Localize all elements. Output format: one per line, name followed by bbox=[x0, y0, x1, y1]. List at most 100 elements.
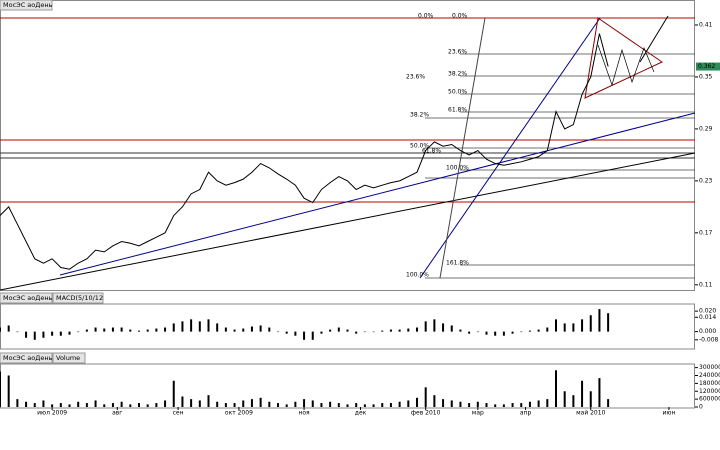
bar bbox=[216, 401, 219, 407]
bar bbox=[346, 329, 349, 332]
bar bbox=[389, 329, 392, 332]
bar bbox=[285, 331, 288, 334]
bar bbox=[450, 400, 453, 407]
bar bbox=[459, 401, 462, 407]
fib-label: 38.2% bbox=[448, 71, 467, 78]
bar bbox=[372, 331, 375, 333]
fib-label: 61.8% bbox=[448, 107, 467, 114]
trend-line bbox=[419, 17, 601, 279]
fib-label: 23.6% bbox=[448, 49, 467, 56]
bar bbox=[329, 329, 332, 332]
bar bbox=[77, 331, 80, 333]
y-tick-label: 6000000 bbox=[699, 396, 720, 403]
bar bbox=[111, 327, 114, 332]
y-tick-label: 0.41 bbox=[699, 21, 713, 28]
price-line bbox=[0, 33, 609, 270]
bar bbox=[494, 331, 497, 336]
bar bbox=[0, 371, 1, 407]
bar bbox=[546, 327, 549, 332]
y-tick-label: 0.014 bbox=[699, 314, 716, 321]
y-tick-label: 0.000 bbox=[699, 328, 716, 335]
bar bbox=[468, 331, 471, 334]
tab[interactable] bbox=[52, 292, 104, 304]
bar bbox=[372, 404, 375, 407]
bar bbox=[329, 401, 332, 407]
bar bbox=[42, 400, 45, 407]
bar bbox=[155, 403, 158, 407]
bar bbox=[233, 329, 236, 332]
bar bbox=[146, 404, 149, 407]
bar bbox=[7, 375, 10, 407]
tab[interactable] bbox=[52, 352, 86, 364]
bar bbox=[190, 319, 193, 332]
bar bbox=[303, 331, 306, 340]
x-tick-label: сен bbox=[173, 410, 184, 417]
bar bbox=[181, 396, 184, 407]
bar bbox=[494, 404, 497, 407]
x-tick-label: окт 2009 bbox=[225, 410, 253, 417]
y-tick-label: 0.11 bbox=[699, 281, 713, 288]
bar bbox=[363, 404, 366, 407]
trend-line bbox=[439, 17, 486, 279]
bar bbox=[589, 315, 592, 332]
bar bbox=[303, 399, 306, 407]
bar bbox=[433, 395, 436, 407]
tab[interactable] bbox=[0, 352, 53, 364]
x-tick-label: ноя bbox=[298, 410, 310, 417]
bar bbox=[355, 331, 358, 334]
bar bbox=[424, 321, 427, 332]
bar bbox=[294, 331, 297, 336]
bar bbox=[337, 403, 340, 407]
bar bbox=[528, 330, 531, 332]
bar bbox=[94, 327, 97, 332]
x-tick-label: дек bbox=[355, 410, 367, 417]
bar bbox=[511, 403, 514, 407]
bar bbox=[459, 329, 462, 332]
bar bbox=[190, 399, 193, 407]
bar bbox=[607, 313, 610, 332]
last-price-box bbox=[696, 62, 720, 71]
bar bbox=[59, 331, 62, 336]
bar bbox=[320, 331, 323, 334]
bar bbox=[68, 331, 71, 335]
bar bbox=[233, 403, 236, 407]
tab[interactable] bbox=[0, 292, 53, 304]
bar bbox=[398, 329, 401, 332]
fib-label: 23.6% bbox=[406, 74, 425, 81]
last-price-label: 0.362 bbox=[698, 63, 715, 70]
bar bbox=[77, 401, 80, 407]
bar bbox=[111, 403, 114, 407]
bar bbox=[528, 401, 531, 407]
fib-label: 50.0% bbox=[410, 143, 429, 150]
bar bbox=[468, 403, 471, 407]
bar bbox=[389, 403, 392, 407]
bar bbox=[555, 319, 557, 332]
bar bbox=[581, 319, 584, 332]
bar bbox=[242, 400, 245, 407]
bar bbox=[33, 403, 36, 407]
bar bbox=[120, 327, 123, 332]
bar bbox=[520, 403, 523, 407]
bar bbox=[68, 404, 71, 407]
bar bbox=[172, 323, 175, 332]
fib-label: 100.0% bbox=[406, 272, 429, 279]
bar bbox=[520, 331, 523, 333]
bar bbox=[598, 309, 601, 332]
bar bbox=[589, 391, 592, 407]
bar bbox=[311, 400, 314, 407]
bar bbox=[572, 323, 575, 332]
y-tick-label: 0.17 bbox=[699, 229, 713, 236]
bar bbox=[555, 370, 557, 407]
bar bbox=[381, 403, 384, 407]
x-tick-label: июл 2009 bbox=[37, 410, 67, 417]
fib-label: 0.0% bbox=[452, 13, 468, 20]
bar bbox=[485, 403, 488, 407]
tab-label: МосЭС аоДень bbox=[3, 294, 53, 302]
bar bbox=[85, 403, 88, 407]
bar bbox=[355, 403, 358, 407]
bar bbox=[598, 378, 601, 407]
tab[interactable] bbox=[0, 0, 53, 11]
bar bbox=[268, 401, 271, 407]
bar bbox=[502, 404, 505, 407]
bar bbox=[424, 387, 427, 407]
